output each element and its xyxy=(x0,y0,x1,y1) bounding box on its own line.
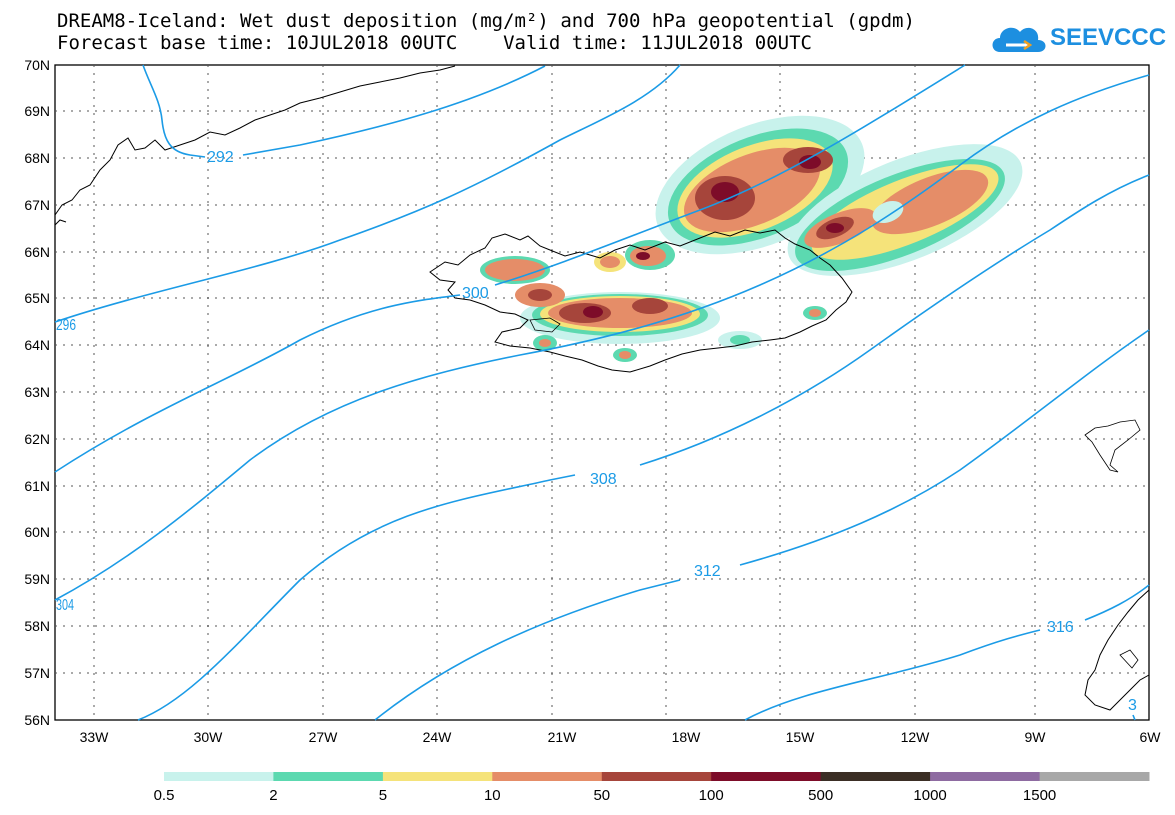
lon-label: 12W xyxy=(901,729,931,745)
lon-label: 24W xyxy=(423,729,453,745)
legend-label: 1000 xyxy=(913,787,946,804)
legend-swatch xyxy=(820,772,931,781)
lon-label: 30W xyxy=(194,729,224,745)
legend-swatch xyxy=(492,772,603,781)
contour-label-296: 296 xyxy=(56,317,76,334)
lat-label: 68N xyxy=(24,150,50,166)
legend-swatch xyxy=(273,772,384,781)
legend-label: 0.5 xyxy=(154,787,175,804)
geopotential-contours xyxy=(54,64,1150,721)
lon-label: 15W xyxy=(786,729,816,745)
legend-label: 10 xyxy=(484,787,501,804)
legend-label: 100 xyxy=(699,787,724,804)
legend-label: 500 xyxy=(808,787,833,804)
contour-label-316: 316 xyxy=(1047,619,1074,636)
lat-label: 61N xyxy=(24,478,50,494)
legend-labels: 0.5 2 5 10 50 100 500 1000 1500 xyxy=(154,787,1057,804)
latitude-labels: 70N 69N 68N 67N 66N 65N 64N 63N 62N 61N … xyxy=(24,57,50,728)
coastlines xyxy=(54,65,1150,711)
logo-text: SEEVCCC xyxy=(1050,24,1167,51)
lat-label: 64N xyxy=(24,337,50,353)
legend-label: 1500 xyxy=(1023,787,1056,804)
legend-swatch xyxy=(601,772,712,781)
lat-label: 63N xyxy=(24,384,50,400)
lat-label: 66N xyxy=(24,244,50,260)
lon-label: 9W xyxy=(1025,729,1047,745)
lat-label: 62N xyxy=(24,431,50,447)
lat-label: 67N xyxy=(24,197,50,213)
grid-lines xyxy=(55,65,1149,720)
lon-label: 6W xyxy=(1140,729,1162,745)
legend-swatch xyxy=(382,772,493,781)
contour-label-292: 292 xyxy=(207,149,234,166)
lat-label: 56N xyxy=(24,712,50,728)
legend-swatch xyxy=(1039,772,1150,781)
lon-label: 33W xyxy=(80,729,110,745)
lat-label: 59N xyxy=(24,571,50,587)
lat-label: 57N xyxy=(24,665,50,681)
lon-label: 18W xyxy=(672,729,702,745)
cloud-icon xyxy=(992,27,1046,52)
legend-swatch xyxy=(164,772,274,781)
map-title-line-2: Forecast base time: 10JUL2018 00UTC Vali… xyxy=(57,32,812,54)
legend-swatch xyxy=(930,772,1040,781)
contour-label-3: 3 xyxy=(1128,697,1137,714)
lat-label: 65N xyxy=(24,290,50,306)
lat-label: 70N xyxy=(24,57,50,73)
contour-label-312: 312 xyxy=(694,563,721,580)
contour-label-304: 304 xyxy=(56,597,74,614)
contour-label-308: 308 xyxy=(590,471,617,488)
legend-label: 50 xyxy=(593,787,610,804)
dust-deposition-shading xyxy=(480,115,1023,362)
lon-label: 21W xyxy=(548,729,578,745)
map-title-line-1: DREAM8-Iceland: Wet dust deposition (mg/… xyxy=(57,10,915,32)
legend-label: 5 xyxy=(379,787,387,804)
seevccc-logo: SEEVCCC xyxy=(988,18,1168,58)
longitude-labels: 33W 30W 27W 24W 21W 18W 15W 12W 9W 6W xyxy=(80,729,1162,745)
legend-swatch xyxy=(711,772,822,781)
contour-label-300: 300 xyxy=(462,285,489,302)
lat-label: 69N xyxy=(24,103,50,119)
lon-label: 27W xyxy=(309,729,339,745)
legend-color-bar xyxy=(164,772,1150,781)
lat-label: 58N xyxy=(24,618,50,634)
lat-label: 60N xyxy=(24,524,50,540)
legend-label: 2 xyxy=(269,787,277,804)
